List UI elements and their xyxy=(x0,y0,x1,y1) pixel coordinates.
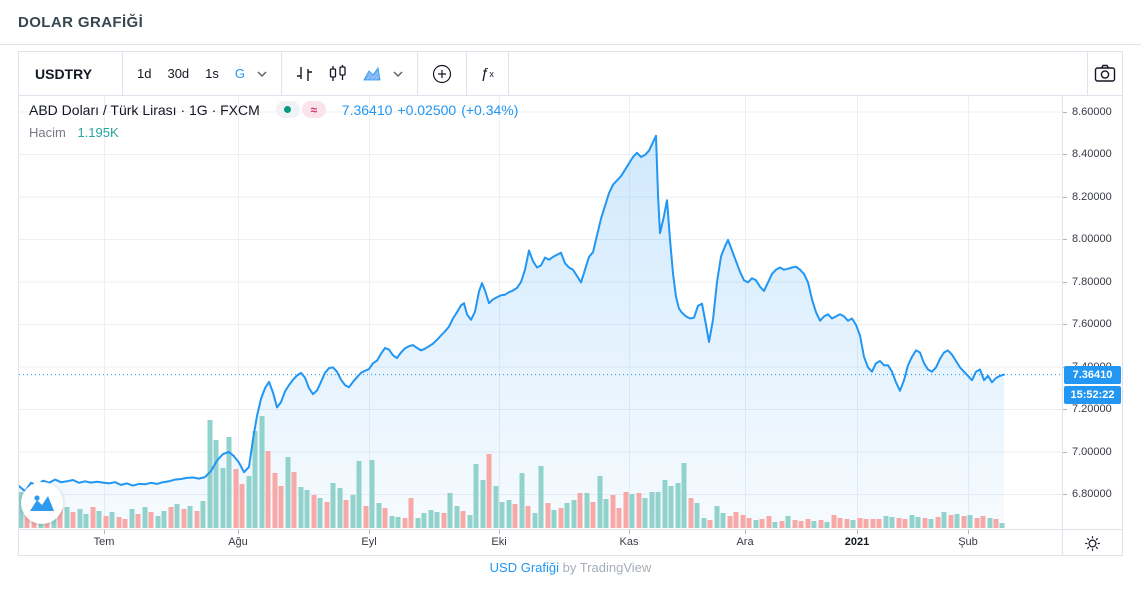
tradingview-logo-watermark[interactable] xyxy=(21,482,63,524)
page-title: DOLAR GRAFİĞİ xyxy=(18,14,144,31)
chart-legend: ABD Doları / Türk Lirası · 1G · FXCM ≈ 7… xyxy=(29,101,518,140)
candles-chart-type-icon[interactable] xyxy=(329,65,347,82)
time-tick-label: Şub xyxy=(948,530,988,548)
attribution-footer: USD Grafiği by TradingView xyxy=(0,560,1141,575)
interval-chevron-down-icon[interactable] xyxy=(257,71,267,77)
price-tick-label: 8.60000 xyxy=(1063,105,1122,120)
fx-glyph: ƒ xyxy=(481,65,490,82)
camera-icon[interactable] xyxy=(1094,64,1116,83)
time-tick-label: Eki xyxy=(479,530,519,548)
price-pane[interactable]: ABD Doları / Türk Lirası · 1G · FXCM ≈ 7… xyxy=(19,96,1062,529)
compare-cell xyxy=(418,52,468,95)
price-axis[interactable]: 7.36410 15:52:22 8.60000 8.40000 8.20000 8.… xyxy=(1062,96,1122,529)
symbol-label: USDTRY xyxy=(35,65,93,82)
time-tick-label: 2021 xyxy=(837,530,877,548)
bars-chart-type-icon[interactable] xyxy=(296,66,313,82)
area-chart-type-icon[interactable] xyxy=(363,66,381,81)
gear-icon[interactable] xyxy=(1084,535,1101,552)
chart-type-group xyxy=(282,52,419,95)
snapshot-cell xyxy=(1087,52,1122,95)
time-axis[interactable]: Tem Ağu Eyl Eki Kas Ara 2021 Şub xyxy=(19,529,1062,556)
time-tick-label: Eyl xyxy=(349,530,389,548)
chart-area: ABD Doları / Türk Lirası · 1G · FXCM ≈ 7… xyxy=(19,96,1122,556)
status-pills: ≈ xyxy=(275,101,326,118)
price-tick-label: 8.00000 xyxy=(1063,232,1122,247)
attribution-text: by TradingView xyxy=(562,560,652,575)
market-status-dot xyxy=(284,106,292,113)
price-tick-label: 7.00000 xyxy=(1063,445,1122,460)
last-price-badge: 7.36410 xyxy=(1064,365,1121,384)
chart-toolbar: USDTRY 1d 30d 1s G xyxy=(19,52,1122,96)
series-title: ABD Doları / Türk Lirası · 1G · FXCM xyxy=(29,101,260,118)
time-tick-label: Kas xyxy=(609,530,649,548)
interval-group: 1d 30d 1s G xyxy=(123,52,283,95)
interval-30d-button[interactable]: 30d xyxy=(167,66,190,81)
time-tick-label: Tem xyxy=(84,530,124,548)
volume-value: 1.195K xyxy=(77,125,119,140)
price-tick-label: 7.60000 xyxy=(1063,317,1122,332)
interval-1s-button[interactable]: 1s xyxy=(205,66,219,81)
last-price-value: 7.36410 xyxy=(341,101,393,118)
price-tick-label: 7.80000 xyxy=(1063,275,1122,290)
volume-label: Hacim xyxy=(29,125,66,140)
chart-type-chevron-down-icon[interactable] xyxy=(393,71,403,77)
axis-settings-corner xyxy=(1062,529,1122,556)
price-change-percent: (+0.34%) xyxy=(461,101,519,118)
price-change-value: +0.02500 xyxy=(397,101,457,118)
market-status-pill[interactable] xyxy=(275,101,300,118)
price-readout: 7.36410 +0.02500 (+0.34%) xyxy=(342,102,519,118)
price-tick-label: 8.20000 xyxy=(1063,190,1122,205)
price-chart-svg xyxy=(19,96,1062,529)
tradingview-widget: USDTRY 1d 30d 1s G xyxy=(18,51,1123,556)
countdown-badge: 15:52:22 xyxy=(1064,385,1121,404)
volume-legend: Hacim 1.195K xyxy=(29,125,518,140)
price-tick-label: 6.80000 xyxy=(1063,487,1122,502)
compare-plus-icon[interactable] xyxy=(432,64,452,84)
interval-1d-button[interactable]: 1d xyxy=(137,66,152,81)
price-tick-label: 8.40000 xyxy=(1063,147,1122,162)
price-tick-label: 7.20000 xyxy=(1063,402,1122,417)
approx-symbol: ≈ xyxy=(310,102,318,117)
toolbar-spacer xyxy=(509,52,1087,95)
approx-data-pill[interactable]: ≈ xyxy=(301,101,326,118)
fx-sub-glyph: x xyxy=(489,68,494,79)
time-tick-label: Ağu xyxy=(218,530,258,548)
title-bar: DOLAR GRAFİĞİ xyxy=(0,0,1141,45)
usd-chart-link[interactable]: USD Grafiği xyxy=(489,560,560,575)
time-tick-label: Ara xyxy=(725,530,765,548)
symbol-button[interactable]: USDTRY xyxy=(19,52,123,95)
interval-g-button[interactable]: G xyxy=(234,66,246,81)
